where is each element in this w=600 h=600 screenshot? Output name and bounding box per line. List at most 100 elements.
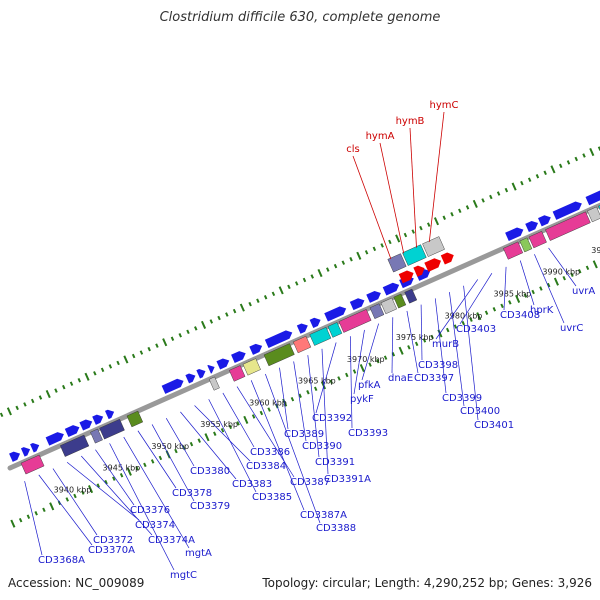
gene-label-blue: CD3370A — [88, 545, 135, 556]
hym-feature-box — [402, 244, 427, 266]
feature-box — [404, 288, 418, 304]
feature-box — [528, 231, 547, 249]
feature-arrow — [79, 419, 93, 431]
gene-label-red: hymB — [396, 116, 425, 127]
gene-label-blue: mgtC — [170, 570, 197, 581]
gene-label-blue: CD3388 — [316, 523, 356, 534]
feature-arrow — [324, 306, 347, 322]
feature-arrow — [349, 298, 365, 311]
upper-tick-row — [0, 146, 600, 418]
gene-label-blue: CD3379 — [190, 501, 230, 512]
feature-box — [292, 335, 312, 354]
feature-box — [338, 309, 372, 333]
feature-arrow — [92, 414, 104, 425]
feature-arrow — [9, 451, 21, 462]
feature-arrow — [185, 373, 196, 384]
map-title: Clostridium difficile 630, complete geno… — [159, 10, 441, 25]
feature-arrow — [45, 432, 64, 446]
feature-arrow — [382, 282, 400, 296]
feature-arrow — [366, 290, 381, 303]
gene-label-blue: CD3368A — [38, 555, 85, 566]
feature-box — [90, 428, 103, 444]
gene-label-blue: CD3387A — [300, 510, 347, 521]
feature-arrow — [196, 369, 206, 379]
gene-label-blue: CD3385 — [252, 492, 292, 503]
gene-label-blue: hprK — [530, 305, 554, 316]
hym-feature-arrow — [440, 252, 454, 265]
kbp-tick-label: 3985 kbp — [494, 289, 532, 298]
gene-label-blue: CD3374 — [135, 520, 175, 531]
hym-feature-arrow — [413, 265, 425, 277]
feature-arrow — [585, 182, 600, 206]
gene-label-blue: CD3393 — [348, 428, 388, 439]
genome-summary-text: Topology: circular; Length: 4,290,252 bp… — [262, 576, 592, 590]
feature-box — [393, 293, 407, 309]
feature-box — [242, 358, 261, 376]
gene-label-blue: CD3398 — [418, 360, 458, 371]
feature-box — [587, 206, 600, 223]
feature-box — [519, 237, 533, 253]
feature-box — [503, 241, 524, 260]
gene-label-blue: CD3390 — [302, 441, 342, 452]
gene-label-blue: CD3397 — [414, 373, 454, 384]
feature-arrow — [30, 443, 40, 453]
gene-label-blue: CD3403 — [456, 324, 496, 335]
hym-feature-box — [387, 253, 407, 273]
gene-label-blue: uvrC — [560, 323, 583, 334]
feature-arrow — [64, 425, 80, 438]
gene-label-blue: CD3376 — [130, 505, 170, 516]
kbp-tick-label: 3970 kbp — [347, 355, 385, 364]
feature-arrow — [525, 220, 539, 233]
kbp-tick-label: 3955 kbp — [200, 420, 238, 429]
feature-box — [380, 297, 398, 315]
feature-arrow — [20, 447, 31, 457]
feature-arrow — [296, 323, 308, 334]
feature-box — [369, 303, 385, 319]
feature-box — [545, 211, 591, 241]
kbp-tick-label: 3980 kbp — [445, 311, 483, 320]
hym-feature-arrow — [398, 270, 414, 284]
feature-arrow — [216, 358, 230, 370]
feature-arrow — [552, 201, 582, 220]
feature-arrow — [231, 351, 246, 364]
gene-label-blue: CD3387 — [290, 477, 330, 488]
gene-label-blue: CD3391A — [324, 474, 371, 485]
kbp-tick-label: 3965 kbp — [298, 377, 336, 386]
hym-feature-box — [422, 236, 445, 257]
feature-arrow — [207, 364, 215, 374]
gene-label-red: cls — [346, 144, 360, 155]
feature-arrow — [161, 378, 184, 394]
feature-arrow — [309, 317, 321, 329]
gene-label-blue: CD3408 — [500, 310, 540, 321]
feature-arrow — [264, 330, 293, 348]
gene-label-blue: CD3392 — [312, 413, 352, 424]
kbp-tick-label: 3940 kbp — [54, 485, 92, 494]
gene-label-red: hymC — [430, 100, 459, 111]
feature-box — [20, 454, 45, 475]
feature-arrow — [505, 227, 524, 241]
feature-box — [327, 322, 343, 338]
feature-box — [263, 343, 295, 367]
kbp-tick-label: 3960 kbp — [249, 398, 287, 407]
gene-label-blue: CD3399 — [442, 393, 482, 404]
kbp-tick-label: 3945 kbp — [103, 464, 141, 473]
feature-box — [309, 327, 332, 346]
gene-label-red: hymA — [366, 131, 395, 142]
gene-label-blue: CD3391 — [315, 457, 355, 468]
gene-label-blue: CD3401 — [474, 420, 514, 431]
gene-label-blue: mgtA — [185, 548, 212, 559]
gene-label-blue: CD3380 — [190, 466, 230, 477]
feature-arrow — [249, 343, 263, 355]
feature-arrow — [104, 409, 115, 420]
kbp-tick-label: 3975 kbp — [396, 333, 434, 342]
kbp-tick-label: 3950 kbp — [151, 442, 189, 451]
accession-text: Accession: NC_009089 — [8, 576, 145, 590]
kbp-tick-label: 3995 kbp — [591, 246, 600, 255]
gene-label-blue: CD3372 — [93, 535, 133, 546]
gene-label-blue: CD3400 — [460, 406, 500, 417]
feature-box — [99, 418, 125, 440]
gene-label-blue: uvrA — [572, 286, 595, 297]
kbp-tick-label: 3990 kbp — [542, 268, 580, 277]
feature-arrow — [538, 215, 551, 227]
